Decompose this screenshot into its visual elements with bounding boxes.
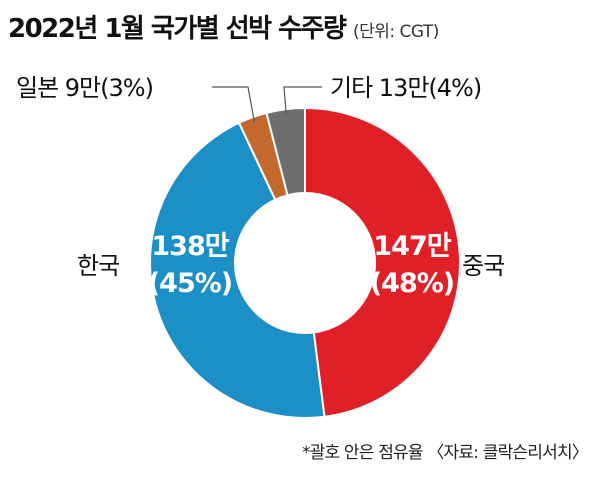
- category-label-japan: 일본 9만(3%): [16, 74, 153, 102]
- category-label-china: 중국: [462, 252, 504, 280]
- slice-china: [304, 106, 462, 418]
- data-label-korea-value: 138만: [151, 231, 229, 262]
- category-label-korea: 한국: [77, 252, 119, 280]
- unit-label: (단위: CGT): [352, 22, 440, 42]
- source-footnote: *괄호 안은 점유율 〈자료: 클락슨리서치〉: [301, 443, 589, 463]
- slice-korea: [149, 121, 326, 419]
- category-label-others: 기타 13만(4%): [330, 74, 481, 102]
- leader-line-japan: [212, 86, 256, 123]
- leader-line-others: [283, 86, 322, 116]
- slice-others: [265, 106, 306, 197]
- data-label-korea-percent: (45%): [148, 268, 232, 299]
- chart-title: 2022년 1월 국가별 선박 수주량 (단위: CGT): [8, 8, 439, 45]
- chart-title-text: 2022년 1월 국가별 선박 수주량: [8, 14, 347, 44]
- data-label-china-percent: (48%): [370, 268, 454, 299]
- data-label-china-value: 147만: [373, 231, 451, 262]
